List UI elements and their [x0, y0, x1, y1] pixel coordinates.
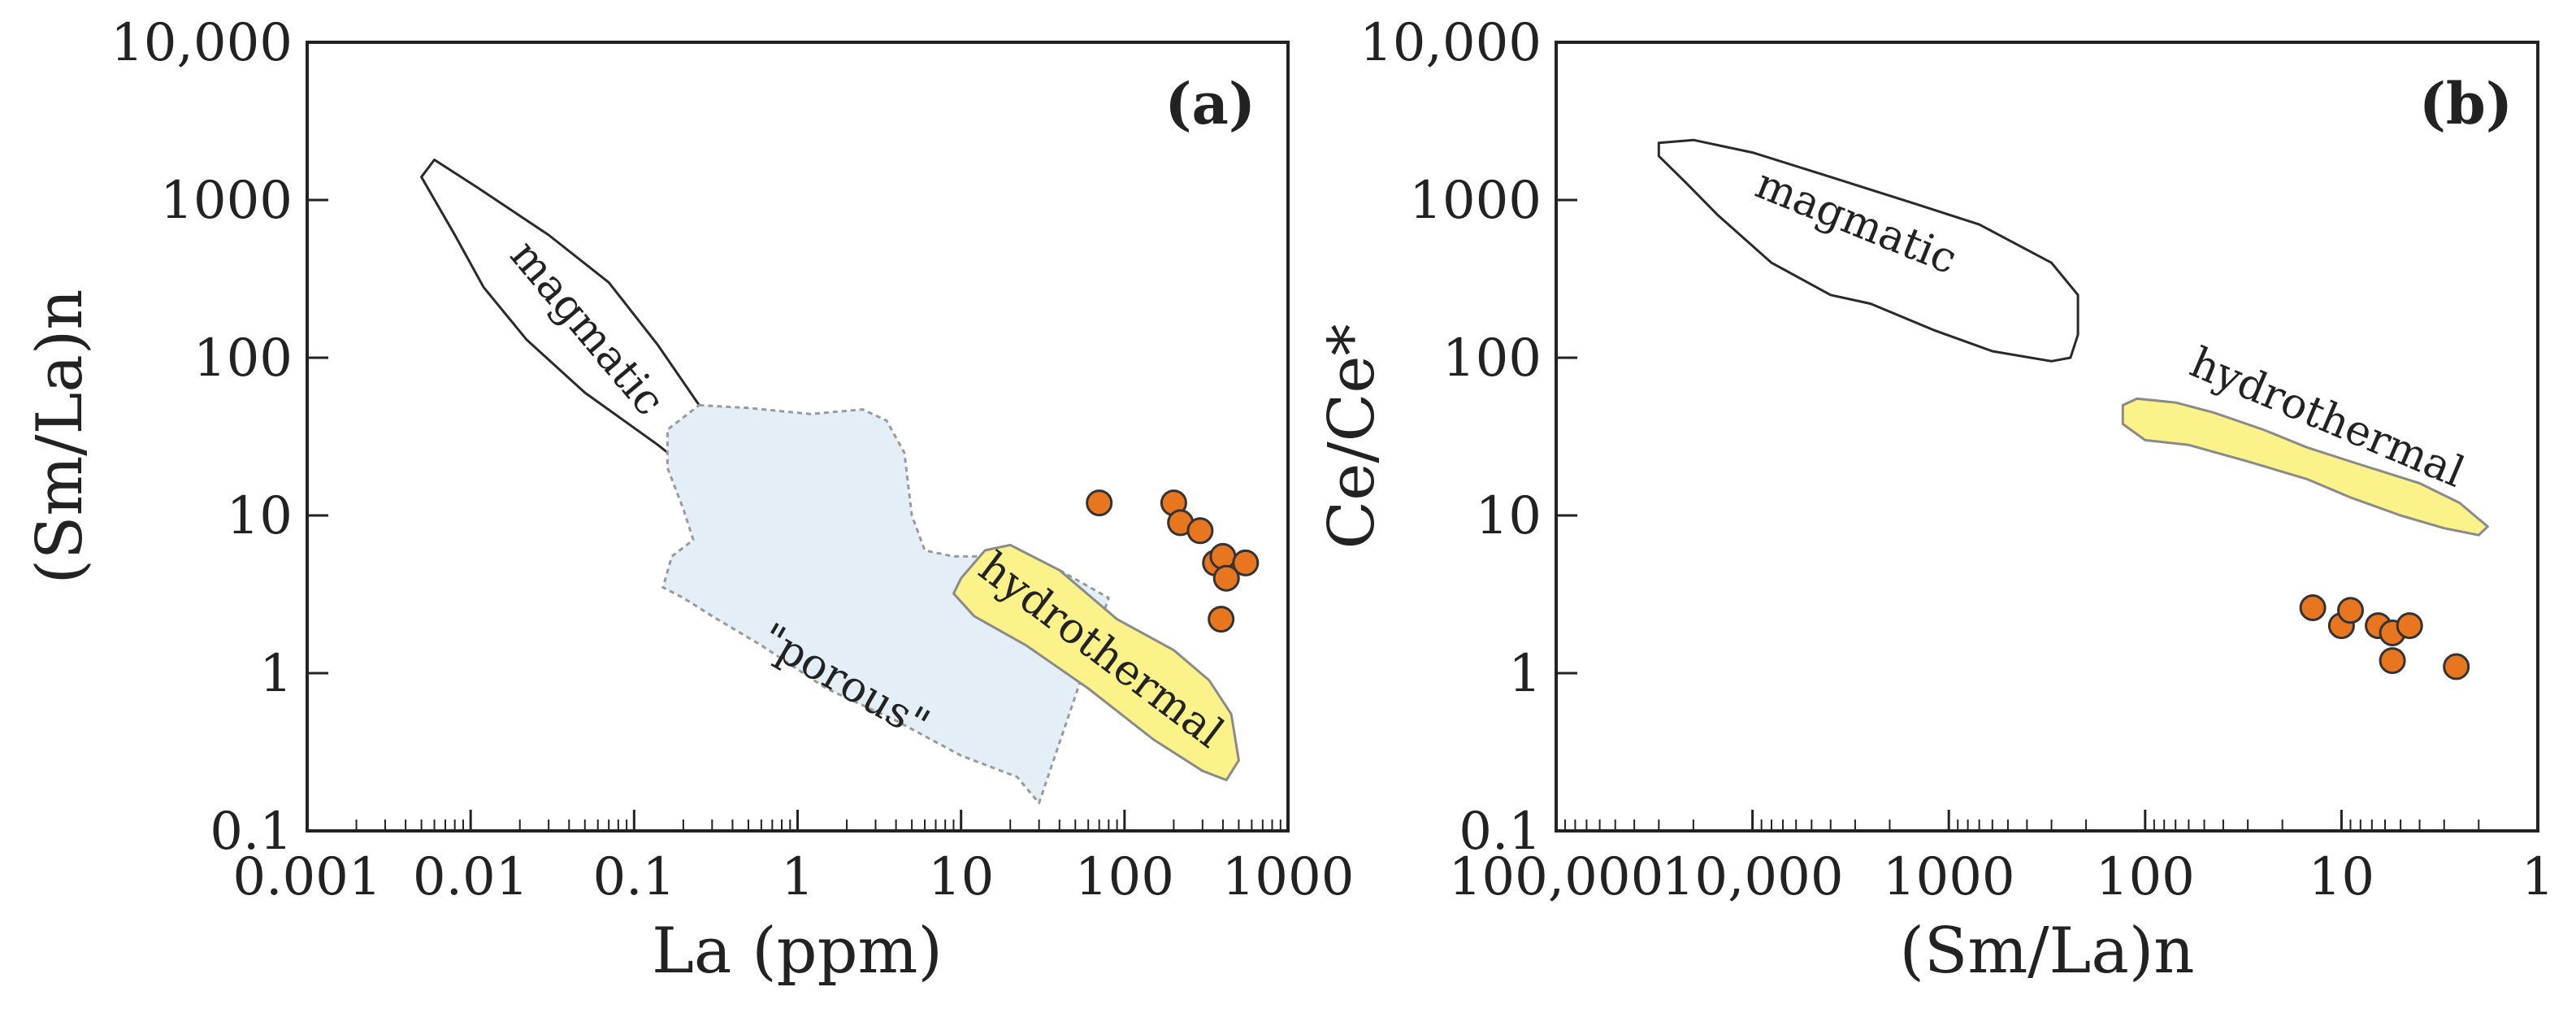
- panel-b-field-magmatic: [1657, 138, 2079, 363]
- panel-b-x-tick-label: 10: [2309, 847, 2374, 907]
- panel-b-y-tick-label: 1: [1508, 644, 1542, 704]
- panel-b-y-tick-label: 10,000: [1360, 13, 1542, 73]
- panel-b-data-point: [2443, 653, 2470, 680]
- panel-a-field-label-magmatic: magmatic: [501, 231, 674, 424]
- panel-b-data-point: [2396, 612, 2423, 640]
- panel-b-label: (b): [2419, 70, 2513, 137]
- panel-b-data-point: [2379, 647, 2406, 675]
- panel-b-data-point: [2299, 594, 2327, 621]
- panel-b-x-tick-label: 10,000: [1662, 847, 1844, 907]
- panel-a-points: [1086, 489, 1260, 633]
- panel-b-y-tick-label: 100: [1442, 328, 1542, 389]
- panel-a-y-tick-label: 10,000: [111, 13, 293, 73]
- panel-a-data-point: [1208, 606, 1235, 633]
- panel-a-x-axis-title: La (ppm): [652, 915, 943, 988]
- panel-b-y-axis-title: Ce/Ce*: [1316, 324, 1389, 550]
- panel-a-x-tick-label: 1000: [1222, 847, 1355, 907]
- panel-b-field-hydrothermal: [2121, 397, 2489, 537]
- panel-b-x-tick-label: 100,000: [1449, 847, 1664, 907]
- panel-a-x-tick-label: 100: [1075, 847, 1174, 907]
- panel-a-data-point: [1209, 542, 1237, 570]
- panel-a-field-hydrothermal: [952, 543, 1240, 781]
- panel-b-x-axis-title: (Sm/La)n: [1899, 915, 2194, 988]
- panel-a-field-porous: [661, 403, 1110, 805]
- panel-a-x-tick-label: 0.01: [413, 847, 529, 907]
- panel-b-x-tick-label: 1000: [1883, 847, 2015, 907]
- panel-b-y-tick-label: 10: [1476, 486, 1542, 546]
- panel-a-x-tick-label: 0.001: [232, 847, 381, 907]
- panel-b-points: [2299, 594, 2470, 680]
- panel-a-label: (a): [1164, 70, 1255, 137]
- panel-a-y-tick-label: 100: [193, 328, 293, 389]
- panel-b-x-tick-label: 100: [2096, 847, 2195, 907]
- panel-a-data-point: [1212, 564, 1240, 592]
- panel-a-ticks: 0.001 0.01 0.1 1 10 100 1000 0.1 1 10 100 1000 10,00…: [111, 13, 1354, 907]
- panel-a-x-tick-label: 0.1: [592, 847, 675, 907]
- panel-b-y-tick-label: 0.1: [1459, 802, 1542, 862]
- panel-a-x-tick-label: 10: [928, 847, 994, 907]
- panel-a-data-point: [1186, 517, 1214, 545]
- panel-b-field-label-magmatic: magmatic: [1749, 159, 1963, 284]
- panel-a-x-tick-label: 1: [781, 847, 814, 907]
- panel-b-y-tick-label: 1000: [1409, 171, 1542, 231]
- panel-a-y-tick-label: 10: [227, 486, 293, 546]
- panel-a-y-tick-label: 1000: [160, 171, 293, 231]
- panel-a-data-point: [1086, 489, 1113, 517]
- panel-b-data-point: [2337, 597, 2364, 624]
- panel-a-data-point: [1232, 549, 1260, 576]
- panel-b-x-tick-label: 1: [2522, 847, 2555, 907]
- panel-a-chart: magmatic"porous" hydrothermal 0.001 0.01 0.…: [24, 13, 1354, 988]
- panel-a-y-axis-title: (Sm/La)n: [24, 289, 97, 584]
- panel-a-y-tick-label: 0.1: [210, 802, 293, 862]
- panel-a-y-tick-label: 1: [259, 644, 293, 704]
- panel-a-fields: magmatic"porous" hydrothermal: [420, 159, 1240, 805]
- panel-b-plot-frame: [1555, 41, 2539, 833]
